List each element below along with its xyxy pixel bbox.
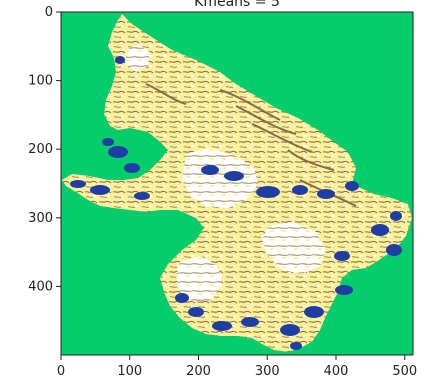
plot-frame <box>60 11 414 356</box>
x-tick-label: 100 <box>117 364 142 379</box>
x-tick-label: 300 <box>255 364 280 379</box>
chart-title: Kmeans = 5 <box>194 0 280 10</box>
y-tick-label: 200 <box>28 142 53 157</box>
y-axis: 0 100 200 300 400 <box>28 5 61 294</box>
cluster-region-white <box>176 256 222 302</box>
x-tick-label: 200 <box>186 364 211 379</box>
cluster-region-white <box>262 222 326 274</box>
x-axis: 0 100 200 300 400 500 <box>57 355 417 379</box>
cluster-region-brown <box>145 83 357 207</box>
y-tick-label: 100 <box>28 74 53 89</box>
cluster-region-blue <box>70 56 402 350</box>
heatmap-image <box>62 14 412 352</box>
x-tick-label: 400 <box>324 364 349 379</box>
x-tick-label: 500 <box>392 364 417 379</box>
y-tick-label: 400 <box>28 279 53 294</box>
cluster-region-white <box>126 44 150 72</box>
cluster-region-white <box>182 148 258 208</box>
y-tick-label: 0 <box>45 5 53 20</box>
y-tick-label: 300 <box>28 211 53 226</box>
x-tick-label: 0 <box>57 364 65 379</box>
